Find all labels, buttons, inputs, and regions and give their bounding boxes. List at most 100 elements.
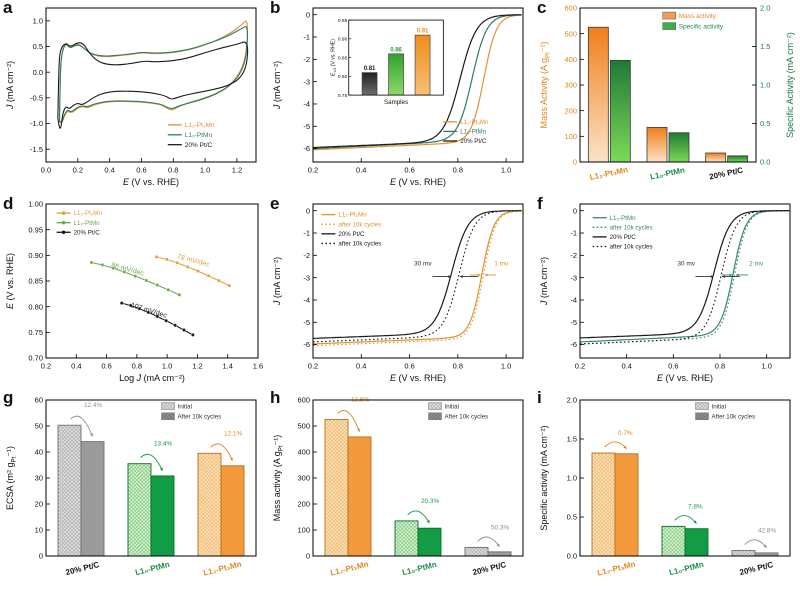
svg-text:L1₂-Pt₃Mn: L1₂-Pt₃Mn: [329, 559, 369, 577]
svg-text:20% Pt/C: 20% Pt/C: [185, 142, 213, 149]
svg-text:0.6: 0.6: [404, 166, 414, 175]
svg-text:2.0: 2.0: [760, 4, 770, 13]
panel-g: g 12.4% 20% Pt/C 13.4% L1₀-PtMn 12.1% L1₂-Pt₃M…: [0, 388, 266, 600]
svg-text:-5: -5: [303, 122, 310, 131]
panel-letter-c: c: [537, 0, 547, 17]
svg-text:after 10k cycles: after 10k cycles: [338, 221, 381, 228]
svg-text:-2: -2: [303, 55, 310, 64]
svg-text:1.00: 1.00: [28, 200, 43, 209]
svg-text:-6: -6: [570, 340, 577, 349]
svg-text:L1₂-Pt₃Mn: L1₂-Pt₃Mn: [74, 210, 103, 217]
svg-text:0.80: 0.80: [338, 74, 348, 80]
svg-text:1.0: 1.0: [761, 362, 771, 371]
panel-d: d 78 mV/dec 86 mV/dec 107 mV/dec L1₂-Pt₃Mn L1…: [0, 194, 266, 390]
svg-text:20% Pt/C: 20% Pt/C: [65, 560, 101, 577]
svg-text:0.8: 0.8: [715, 362, 725, 371]
chart-b: L1₂-Pt₃Mn L1₀-PtMn 20% Pt/C 0.81 0.86 0.91 0.7…: [272, 7, 524, 187]
svg-text:10: 10: [35, 526, 43, 535]
svg-text:0.85: 0.85: [338, 55, 348, 61]
svg-text:30 mv: 30 mv: [414, 260, 432, 267]
svg-text:Mass activity: Mass activity: [679, 13, 717, 20]
svg-text:-4: -4: [303, 296, 310, 305]
svg-text:1.0: 1.0: [567, 474, 577, 483]
svg-text:7.8%: 7.8%: [688, 503, 703, 510]
chart-c: L1₂-Pt₃Mn L1₀-PtMn 20% Pt/C Mass activity Sp…: [539, 4, 795, 182]
svg-text:Specific Activity (mA cm⁻²): Specific Activity (mA cm⁻²): [785, 32, 795, 138]
svg-text:20.3%: 20.3%: [421, 498, 439, 505]
svg-text:20: 20: [35, 500, 43, 509]
svg-text:86 mV/dec: 86 mV/dec: [110, 262, 145, 278]
svg-text:0: 0: [306, 10, 310, 19]
svg-text:-6: -6: [303, 340, 310, 349]
svg-text:0.5: 0.5: [33, 42, 43, 51]
svg-text:20% Pt/C: 20% Pt/C: [708, 166, 744, 182]
svg-text:L1₀-PtMn: L1₀-PtMn: [185, 132, 213, 139]
svg-text:400: 400: [564, 55, 577, 64]
svg-text:0: 0: [573, 206, 577, 215]
svg-text:1.6: 1.6: [253, 362, 263, 371]
svg-text:0.8: 0.8: [168, 166, 178, 175]
svg-text:-1.5: -1.5: [30, 145, 43, 154]
svg-text:0.8: 0.8: [453, 362, 463, 371]
svg-text:0.95: 0.95: [338, 18, 348, 24]
panel-c: c L1₂-Pt₃Mn L1₀-PtMn 20% Pt/C Mass activity S…: [534, 0, 800, 196]
panel-letter-a: a: [3, 0, 13, 17]
svg-text:-3: -3: [303, 273, 310, 282]
svg-text:ECSA (m² gPt⁻¹): ECSA (m² gPt⁻¹): [5, 446, 17, 510]
svg-text:J (mA cm⁻²): J (mA cm⁻²): [272, 257, 282, 306]
panel-a: a L1₂-Pt₃Mn L1₀-PtMn 20% Pt/C 0.0 0.2 0.4 0.6 0.…: [0, 0, 266, 196]
svg-text:30 mv: 30 mv: [677, 260, 695, 267]
svg-text:0.75: 0.75: [338, 93, 348, 99]
svg-text:Initial: Initial: [178, 403, 192, 410]
svg-text:0.5: 0.5: [567, 513, 577, 522]
svg-text:0.4: 0.4: [356, 362, 366, 371]
svg-text:0.4: 0.4: [104, 166, 114, 175]
svg-text:400: 400: [297, 448, 310, 457]
svg-text:0.90: 0.90: [338, 37, 348, 43]
svg-text:200: 200: [564, 106, 577, 115]
svg-text:E (V vs. RHE): E (V vs. RHE): [390, 177, 446, 187]
panel-b: b L1₂-Pt₃Mn L1₀-PtMn 20% Pt/C 0.81 0.86 0.91 0.…: [267, 0, 533, 196]
svg-text:-3: -3: [570, 273, 577, 282]
svg-text:12.1%: 12.1%: [224, 430, 242, 437]
svg-text:600: 600: [564, 4, 577, 13]
svg-text:0: 0: [573, 158, 577, 167]
svg-text:0.4: 0.4: [356, 166, 366, 175]
svg-text:0.0: 0.0: [33, 68, 43, 77]
svg-text:-4: -4: [303, 100, 310, 109]
svg-text:J (mA cm⁻²): J (mA cm⁻²): [539, 257, 549, 306]
svg-text:0.86: 0.86: [390, 47, 402, 53]
svg-text:L1₂-Pt₃Mn: L1₂-Pt₃Mn: [185, 122, 215, 129]
svg-text:L1₂-Pt₃Mn: L1₂-Pt₃Mn: [338, 212, 367, 219]
svg-text:0.0: 0.0: [760, 158, 770, 167]
chart-g: 12.4% 20% Pt/C 13.4% L1₀-PtMn 12.1% L1₂-Pt₃Mn…: [5, 396, 257, 578]
svg-text:Initial: Initial: [445, 403, 459, 410]
panel-e: e 30 mv 1 mv L1₂-Pt₃Mn after 10k cycles 20% P…: [267, 194, 533, 390]
svg-text:0.2: 0.2: [308, 166, 318, 175]
svg-text:12.4%: 12.4%: [84, 402, 102, 409]
panel-letter-e: e: [270, 194, 280, 213]
svg-text:0.91: 0.91: [417, 29, 429, 35]
svg-text:0.85: 0.85: [28, 277, 43, 286]
svg-text:L1₂-Pt₃Mn: L1₂-Pt₃Mn: [460, 119, 489, 126]
svg-text:L1₀-PtMn: L1₀-PtMn: [134, 560, 170, 577]
svg-text:0.6: 0.6: [136, 166, 146, 175]
svg-text:2.0: 2.0: [567, 396, 577, 405]
svg-text:50: 50: [35, 422, 43, 431]
chart-i: 0.7% L1₂-Pt₃Mn 7.8% L1₀-PtMn 42.8% 20% Pt/C In…: [539, 396, 791, 578]
svg-text:20% Pt/C: 20% Pt/C: [460, 138, 487, 145]
svg-text:0.81: 0.81: [364, 66, 376, 72]
svg-text:20% Pt/C: 20% Pt/C: [338, 231, 365, 238]
svg-text:After 10k cycles: After 10k cycles: [178, 414, 222, 421]
svg-text:0.0: 0.0: [41, 166, 51, 175]
svg-text:300: 300: [564, 81, 577, 90]
svg-text:60: 60: [35, 396, 43, 405]
svg-text:0.2: 0.2: [308, 362, 318, 371]
svg-text:L1₀-PtMn: L1₀-PtMn: [610, 215, 637, 222]
svg-text:1.2: 1.2: [232, 166, 242, 175]
svg-text:1.0: 1.0: [760, 81, 770, 90]
svg-text:1.0: 1.0: [501, 166, 511, 175]
chart-e: 30 mv 1 mv L1₂-Pt₃Mn after 10k cycles 20% Pt…: [272, 203, 524, 383]
panel-letter-d: d: [3, 194, 14, 213]
